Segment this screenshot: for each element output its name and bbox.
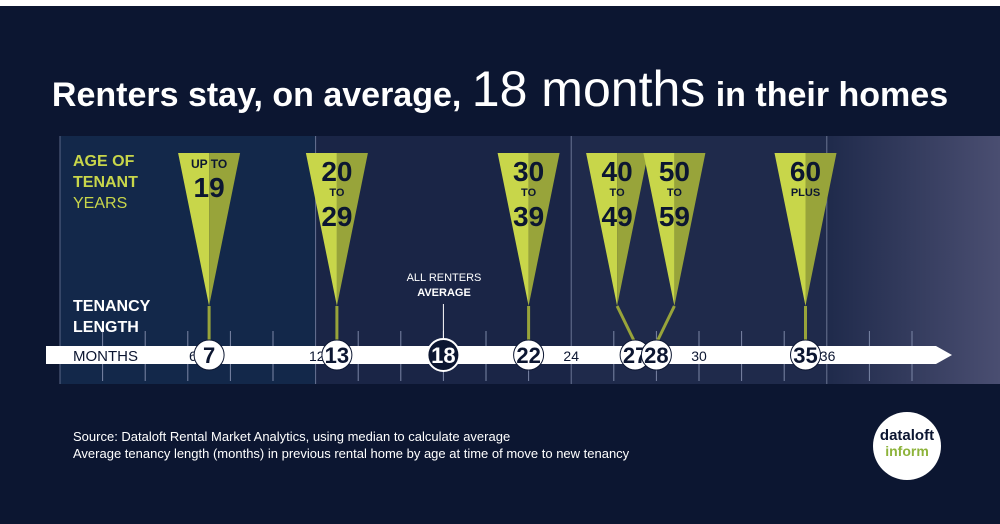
age-bottom-1: 29 (321, 201, 352, 232)
value-circle-0 (193, 339, 225, 371)
age-mid-2: TO (521, 187, 537, 199)
age-top-2: 30 (513, 156, 544, 187)
triangle-right-5 (805, 153, 837, 306)
legend-tenancy-line1: TENANCY (73, 298, 151, 315)
value-label-5: 35 (793, 343, 817, 368)
legend-average-line1: ALL RENTERS (407, 272, 482, 284)
tick-label-30: 30 (691, 348, 707, 364)
value-label-4: 28 (644, 343, 668, 368)
logo-line1: dataloft (879, 427, 935, 444)
age-mid-4: TO (667, 187, 683, 199)
value-marker-5: 35 (790, 339, 821, 371)
age-bottom-3: 49 (602, 201, 633, 232)
months-axis: MONTHS (46, 346, 952, 365)
age-mid-3: TO (610, 187, 626, 199)
value-label-0: 7 (203, 343, 215, 368)
value-marker-1: 13 (321, 339, 353, 371)
value-label-1: 13 (325, 343, 349, 368)
legend: AGE OF TENANT YEARS TENANCY LENGTH ALL R… (73, 153, 481, 336)
triangle-left-2 (497, 153, 529, 306)
tick-label-24: 24 (563, 348, 579, 364)
tick-label-36: 36 (820, 348, 836, 364)
legend-age-line2: TENANT (73, 174, 138, 191)
age-top-0: UP TO (191, 157, 227, 171)
legend-age-line3: YEARS (73, 195, 127, 212)
age-top-3: 40 (602, 156, 633, 187)
legend-average-line2: AVERAGE (417, 287, 471, 299)
age-top-4: 50 (659, 156, 690, 187)
source-note: Source: Dataloft Rental Market Analytics… (73, 428, 629, 462)
title-part2: in their homes (715, 76, 949, 114)
triangle-left-5 (774, 153, 806, 306)
logo-line2: inform (885, 443, 929, 459)
connector-3 (615, 305, 637, 344)
triangle-left-0 (178, 153, 210, 306)
triangle-left-1 (305, 153, 337, 306)
source-line2: Average tenancy length (months) in previ… (73, 446, 630, 461)
triangle-right-2 (528, 153, 560, 306)
age-mid-1: TO (329, 187, 345, 199)
triangle-right-3 (617, 153, 649, 306)
triangle-right-0 (209, 153, 241, 306)
age-mid-5: PLUS (791, 187, 820, 199)
source-line1: Source: Dataloft Rental Market Analytics… (73, 429, 511, 444)
triangle-right-4 (674, 153, 706, 306)
triangle-left-4 (643, 153, 675, 306)
value-circle-2 (513, 339, 545, 371)
title-highlight: 18 months (471, 61, 706, 117)
value-marker-0: 7 (193, 339, 225, 371)
average-value: 18 (431, 343, 455, 368)
age-bottom-0: 19 (194, 172, 225, 203)
dataloft-logo: dataloft inform (873, 412, 941, 480)
average-marker: 18 (426, 304, 461, 372)
value-marker-4: 28 (640, 339, 672, 371)
axis-arrow (46, 346, 952, 364)
chart-title: Renters stay, on average, 18 months in t… (0, 60, 1000, 118)
value-circle-1 (321, 339, 353, 371)
axis-tick-labels: 6 12 24 30 36 (189, 348, 836, 364)
legend-age-line1: AGE OF (73, 153, 135, 170)
infographic: Renters stay, on average, 18 months in t… (0, 6, 1000, 524)
axis-label: MONTHS (73, 348, 138, 365)
value-circle-5 (790, 339, 821, 371)
tick-label-12: 12 (309, 348, 325, 364)
tick-label-6: 6 (189, 348, 197, 364)
age-top-5: 60 (790, 156, 821, 187)
age-top-1: 20 (321, 156, 352, 187)
value-marker-2: 22 (513, 339, 545, 371)
value-label-2: 22 (516, 343, 540, 368)
value-circle-4 (640, 339, 672, 371)
title-part1: Renters stay, on average, (51, 76, 462, 114)
triangle-left-3 (586, 153, 618, 306)
age-bottom-4: 59 (659, 201, 690, 232)
connector-4 (655, 305, 676, 344)
legend-tenancy-line2: LENGTH (73, 319, 139, 336)
triangle-right-1 (336, 153, 368, 306)
band-36-plus (826, 136, 1000, 384)
age-bottom-2: 39 (513, 201, 544, 232)
average-circle (426, 338, 461, 372)
